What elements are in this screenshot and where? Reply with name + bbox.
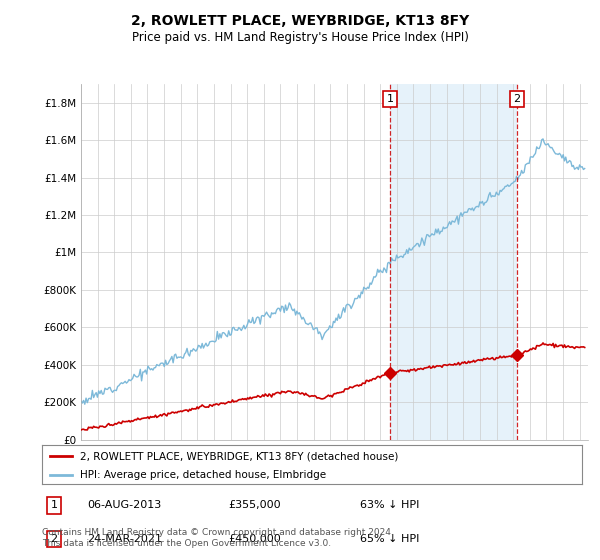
Text: 06-AUG-2013: 06-AUG-2013 [87, 501, 161, 510]
Text: 1: 1 [50, 501, 58, 510]
Text: Contains HM Land Registry data © Crown copyright and database right 2024.
This d: Contains HM Land Registry data © Crown c… [42, 528, 394, 548]
Text: 2: 2 [513, 94, 520, 104]
Text: 2, ROWLETT PLACE, WEYBRIDGE, KT13 8FY (detached house): 2, ROWLETT PLACE, WEYBRIDGE, KT13 8FY (d… [80, 451, 398, 461]
Text: 65% ↓ HPI: 65% ↓ HPI [360, 534, 419, 544]
Text: £355,000: £355,000 [228, 501, 281, 510]
Text: 1: 1 [386, 94, 394, 104]
Bar [390, 84, 517, 440]
Text: £450,000: £450,000 [228, 534, 281, 544]
Text: 2: 2 [50, 534, 58, 544]
Text: 63% ↓ HPI: 63% ↓ HPI [360, 501, 419, 510]
Text: Price paid vs. HM Land Registry's House Price Index (HPI): Price paid vs. HM Land Registry's House … [131, 31, 469, 44]
Text: 2, ROWLETT PLACE, WEYBRIDGE, KT13 8FY: 2, ROWLETT PLACE, WEYBRIDGE, KT13 8FY [131, 14, 469, 28]
Text: 24-MAR-2021: 24-MAR-2021 [87, 534, 162, 544]
Text: HPI: Average price, detached house, Elmbridge: HPI: Average price, detached house, Elmb… [80, 470, 326, 479]
